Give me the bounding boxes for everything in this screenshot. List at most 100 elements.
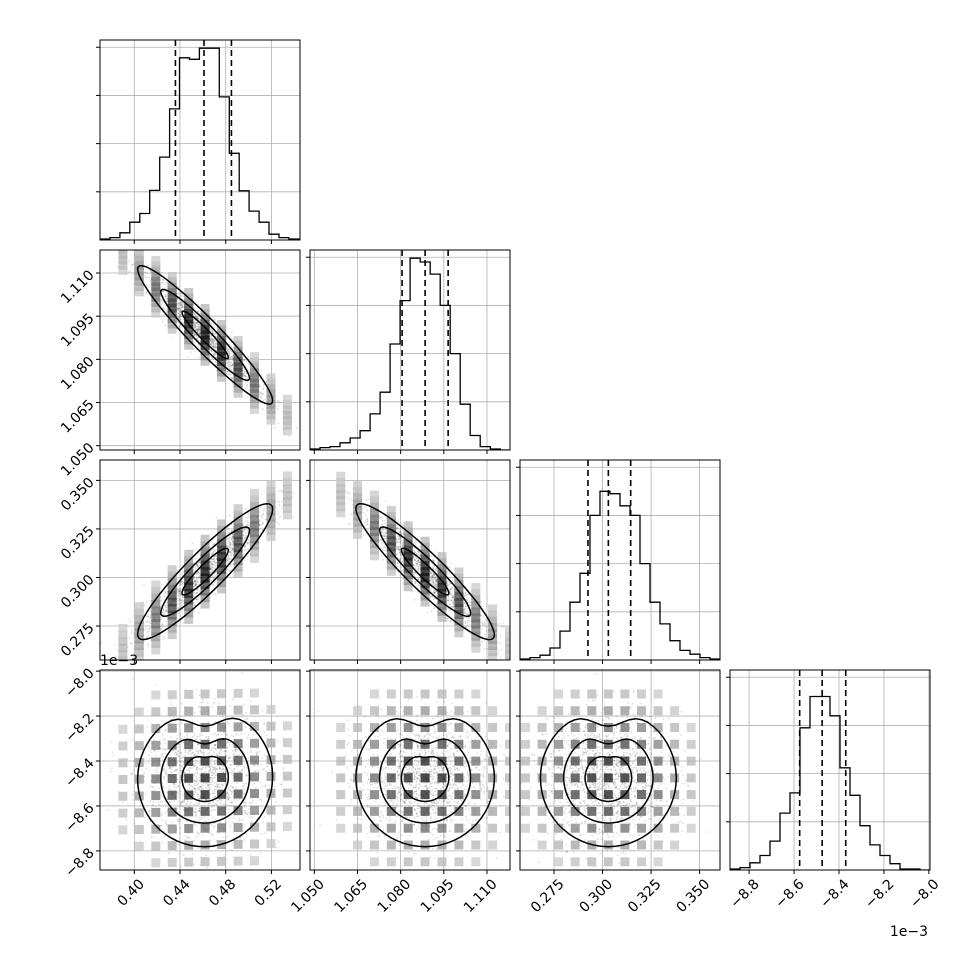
scatter-point (381, 531, 384, 534)
scatter-point (197, 317, 200, 320)
scatter-point (195, 563, 198, 566)
scatter-point (450, 599, 453, 602)
scatter-point (210, 337, 213, 339)
density-cell (233, 556, 243, 566)
scatter-point (227, 350, 230, 353)
density-cell (118, 623, 128, 633)
scatter-point (195, 585, 198, 587)
scatter-point (178, 598, 181, 601)
scatter-point (435, 590, 438, 593)
scatter-point (178, 313, 181, 316)
density-cell (370, 514, 379, 524)
density-cell (454, 598, 464, 607)
density-cell (200, 547, 210, 557)
scatter-point (463, 595, 465, 597)
scatter-point (226, 361, 229, 364)
scatter-point (418, 564, 421, 566)
scatter-point (400, 565, 403, 568)
scatter-point (176, 607, 179, 610)
scatter-point (227, 558, 229, 561)
density-cell (505, 644, 510, 654)
scatter-point (227, 353, 230, 355)
density-cell (217, 551, 227, 561)
scatter-point (242, 358, 245, 361)
scatter-point (213, 575, 216, 578)
density-cell (151, 308, 161, 318)
density-cell (184, 340, 194, 350)
scatter-point (229, 365, 232, 367)
scatter-point (210, 562, 213, 565)
scatter-point (229, 563, 232, 566)
scatter-point (415, 561, 418, 564)
density-cell (167, 324, 177, 334)
scatter-point (383, 519, 386, 522)
scatter-point (382, 527, 384, 530)
scatter-point (243, 372, 245, 375)
density-cell (266, 378, 276, 388)
density-cell (184, 582, 194, 592)
density-cell (437, 570, 447, 580)
scatter-point (163, 613, 166, 615)
scatter-point (398, 551, 401, 554)
scatter-point (399, 537, 402, 539)
scatter-point (198, 333, 201, 336)
scatter-point (430, 577, 433, 580)
density-cell (134, 266, 144, 276)
density-cell (353, 517, 363, 527)
scatter-point (212, 345, 215, 348)
contour-1 (378, 526, 472, 618)
scatter-point (114, 244, 116, 246)
density-cell (420, 573, 430, 583)
scatter-point (178, 595, 180, 598)
scatter-point (400, 570, 403, 573)
scatter-point (197, 317, 199, 320)
scatter-point (147, 615, 150, 618)
scatter-point (162, 281, 165, 284)
scatter-point (210, 329, 212, 331)
scatter-point (484, 620, 486, 622)
scatter-point (211, 357, 214, 359)
density-cell (437, 600, 447, 610)
density-cell (250, 357, 259, 367)
scatter-point (165, 309, 168, 312)
scatter-point (232, 363, 234, 366)
scatter-point (209, 343, 212, 346)
scatter-point (463, 594, 465, 597)
scatter-point (435, 584, 438, 586)
scatter-point (193, 326, 196, 329)
contour-1 (160, 288, 251, 382)
panel-frame (99, 39, 301, 241)
scatter-point (244, 520, 247, 523)
scatter-point (450, 588, 452, 591)
scatter-point (162, 609, 165, 611)
density-cell (471, 643, 481, 653)
density-cell (200, 554, 210, 564)
scatter-point (210, 571, 213, 574)
scatter-point (211, 340, 213, 342)
scatter-point (211, 339, 214, 342)
scatter-point (209, 344, 212, 347)
scatter-point (179, 602, 182, 605)
scatter-point (400, 539, 403, 542)
scatter-point (147, 634, 150, 637)
density-cell (184, 298, 194, 308)
scatter-point (500, 648, 503, 651)
scatter-point (229, 514, 232, 517)
scatter-point (181, 596, 184, 599)
scatter-point (215, 516, 218, 519)
scatter-point (434, 582, 437, 584)
scatter-point (214, 565, 217, 567)
scatter-point (144, 271, 147, 274)
scatter-point (161, 627, 164, 629)
scatter-point (260, 515, 263, 517)
scatter-point (213, 339, 216, 341)
scatter-point (383, 533, 385, 535)
scatter-point (181, 604, 184, 607)
scatter-point (226, 370, 229, 373)
scatter-point (385, 531, 388, 534)
density-cell (134, 602, 144, 612)
scatter-point (214, 360, 216, 363)
scatter-point (244, 546, 246, 548)
scatter-point (194, 584, 196, 587)
scatter-point (214, 332, 217, 335)
